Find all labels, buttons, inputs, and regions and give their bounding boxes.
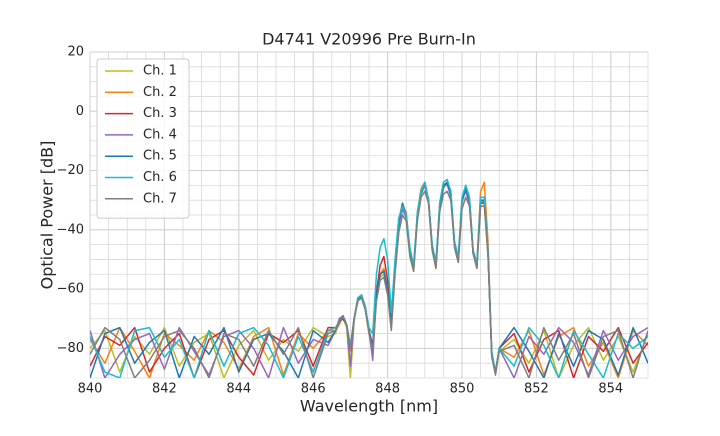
series-line [90, 190, 648, 378]
x-axis-label: Wavelength [nm] [300, 397, 438, 416]
y-tick-label: 0 [76, 104, 84, 119]
legend-label: Ch. 5 [143, 149, 177, 164]
x-tick-label: 848 [375, 382, 400, 397]
legend-label: Ch. 7 [143, 191, 177, 206]
x-tick-label: 842 [152, 382, 177, 397]
x-tick-label: 844 [226, 382, 251, 397]
chart-title: D4741 V20996 Pre Burn-In [262, 30, 476, 49]
legend-label: Ch. 6 [143, 170, 177, 185]
x-tick-label: 852 [524, 382, 549, 397]
legend-label: Ch. 1 [143, 64, 177, 79]
legend-label: Ch. 4 [143, 127, 177, 142]
legend-label: Ch. 2 [143, 85, 177, 100]
x-tick-label: 846 [301, 382, 326, 397]
y-tick-label: 20 [67, 45, 84, 60]
y-tick-label: −80 [57, 341, 84, 356]
y-tick-label: −60 [57, 282, 84, 297]
x-tick-label: 840 [78, 382, 103, 397]
x-tick-label: 850 [450, 382, 475, 397]
x-tick-label: 854 [598, 382, 623, 397]
y-axis-label: Optical Power [dB] [38, 141, 57, 290]
y-tick-label: −40 [57, 222, 84, 237]
legend-label: Ch. 3 [143, 106, 177, 121]
legend-box [96, 58, 190, 219]
y-tick-label: −20 [57, 163, 84, 178]
